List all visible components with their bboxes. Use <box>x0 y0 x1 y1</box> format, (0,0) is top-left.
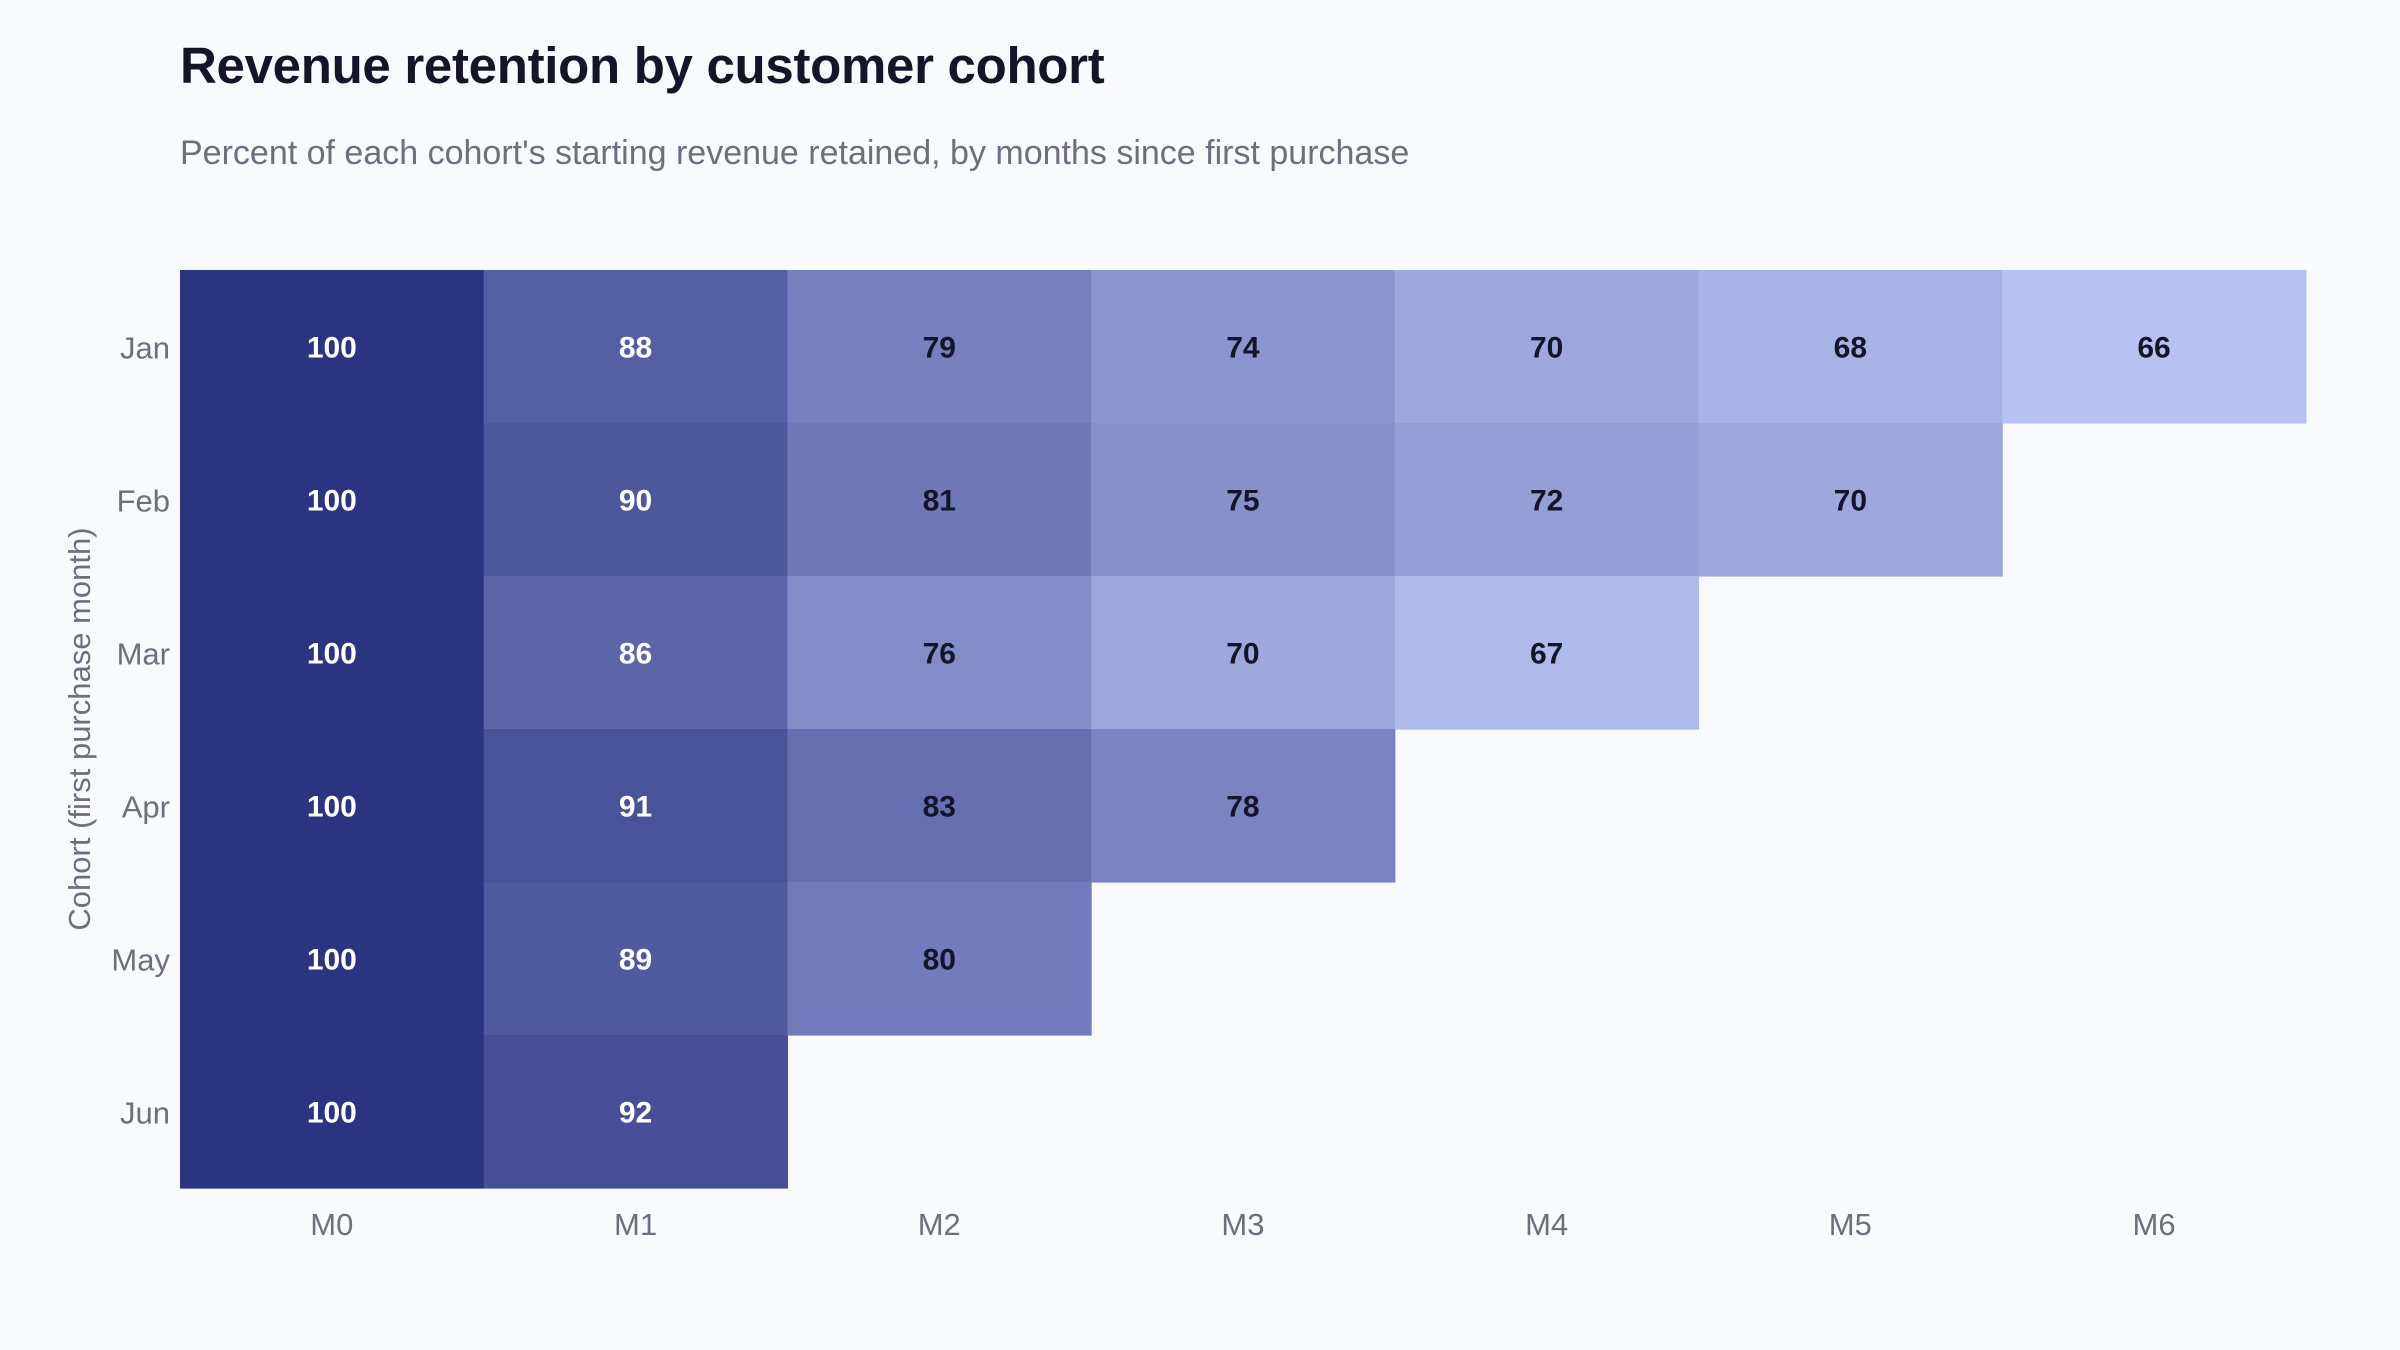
y-tick-label: Apr <box>122 790 170 825</box>
cell-value-label: 72 <box>1530 485 1563 518</box>
heatmap-cell <box>1091 423 1396 577</box>
cell-value-label: 100 <box>307 1097 357 1130</box>
x-tick-label: M3 <box>1221 1207 1264 1242</box>
cell-value-label: 100 <box>307 638 357 671</box>
heatmap-cell <box>180 882 485 1036</box>
y-axis-tick-labels: Jan Feb Mar Apr May Jun <box>111 331 170 1131</box>
cell-value-label: 81 <box>923 485 956 518</box>
x-tick-label: M5 <box>1829 1207 1872 1242</box>
heatmap-cell <box>180 576 485 730</box>
heatmap-cell <box>180 729 485 883</box>
cell-value-label: 80 <box>923 944 956 977</box>
heatmap-cell <box>1091 729 1396 883</box>
heatmap-cell <box>1394 270 1700 424</box>
cell-value-label: 86 <box>619 638 652 671</box>
y-axis-label: Cohort (first purchase month) <box>62 527 97 930</box>
cell-value-label: 100 <box>307 485 357 518</box>
y-tick-label: Jan <box>120 331 170 366</box>
cell-value-label: 88 <box>619 332 652 365</box>
y-tick-label: Jun <box>120 1096 170 1131</box>
heatmap-cell <box>483 576 788 730</box>
x-tick-label: M0 <box>310 1207 353 1242</box>
cell-value-label: 100 <box>307 332 357 365</box>
cell-value-label: 74 <box>1226 332 1260 365</box>
cell-value-label: 70 <box>1530 332 1563 365</box>
heatmap-cell <box>180 423 485 577</box>
heatmap-cell <box>1091 576 1396 730</box>
chart-subtitle: Percent of each cohort's starting revenu… <box>180 134 1410 172</box>
x-tick-label: M4 <box>1525 1207 1568 1242</box>
cell-value-label: 79 <box>923 332 956 365</box>
cell-value-label: 100 <box>307 791 357 824</box>
heatmap-cell <box>787 270 1092 424</box>
heatmap-cell <box>483 423 788 577</box>
cell-value-label: 67 <box>1530 638 1563 671</box>
y-tick-label: Feb <box>117 484 170 519</box>
cell-value-label: 68 <box>1834 332 1867 365</box>
x-tick-label: M2 <box>918 1207 961 1242</box>
heatmap-cell <box>1698 423 2003 577</box>
y-tick-label: Mar <box>117 637 170 672</box>
cell-value-label: 90 <box>619 485 652 518</box>
heatmap-cell <box>2002 270 2307 424</box>
chart-title: Revenue retention by customer cohort <box>180 37 1105 94</box>
heatmap-cell <box>483 729 788 883</box>
heatmap-value-labels: 100 88 79 74 70 68 66 100 90 81 75 72 70 100 86 76 70 67 1… <box>307 332 2171 1130</box>
cell-value-label: 89 <box>619 944 652 977</box>
heatmap-cells <box>180 270 2307 1189</box>
cell-value-label: 70 <box>1226 638 1259 671</box>
heatmap-cell <box>787 576 1092 730</box>
x-tick-label: M6 <box>2133 1207 2176 1242</box>
cell-value-label: 75 <box>1226 485 1259 518</box>
heatmap-cell <box>787 423 1092 577</box>
cell-value-label: 91 <box>619 791 652 824</box>
x-axis-tick-labels: M0 M1 M2 M3 M4 M5 M6 <box>310 1207 2175 1242</box>
cell-value-label: 78 <box>1226 791 1259 824</box>
cell-value-label: 100 <box>307 944 357 977</box>
heatmap-cell <box>1394 576 1700 730</box>
heatmap-cell <box>1698 270 2003 424</box>
heatmap-cell <box>787 882 1092 1036</box>
heatmap-cell <box>180 1035 485 1189</box>
heatmap-cell <box>483 882 788 1036</box>
cell-value-label: 92 <box>619 1097 652 1130</box>
heatmap-cell <box>180 270 485 424</box>
heatmap-cell <box>1091 270 1396 424</box>
cell-value-label: 83 <box>923 791 956 824</box>
heatmap-cell <box>483 270 788 424</box>
x-tick-label: M1 <box>614 1207 657 1242</box>
cell-value-label: 66 <box>2137 332 2170 365</box>
cell-value-label: 70 <box>1834 485 1867 518</box>
cell-value-label: 76 <box>923 638 956 671</box>
heatmap-cell <box>787 729 1092 883</box>
heatmap-cell <box>1394 423 1700 577</box>
heatmap-cell <box>483 1035 788 1189</box>
y-tick-label: May <box>111 943 170 978</box>
